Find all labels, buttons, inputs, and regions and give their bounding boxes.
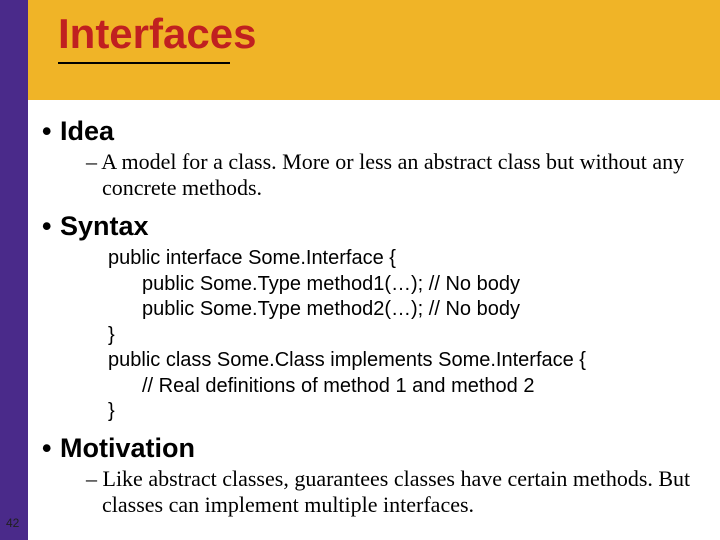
slide-number: 42 bbox=[6, 516, 19, 530]
left-accent-bar bbox=[0, 0, 28, 540]
code-line-text: public Some.Type method1(…); // No body bbox=[142, 273, 520, 295]
dash-icon: – bbox=[86, 149, 101, 174]
slide-title: Interfaces bbox=[58, 10, 256, 58]
bullet-motivation-label: Motivation bbox=[60, 433, 195, 463]
code-line: // Real definitions of method 1 and meth… bbox=[108, 374, 712, 400]
title-underline bbox=[58, 62, 230, 64]
sub-idea-text: A model for a class. More or less an abs… bbox=[101, 149, 684, 200]
code-block: public interface Some.Interface { public… bbox=[108, 246, 712, 425]
bullet-motivation: •Motivation bbox=[42, 433, 712, 464]
code-line: public class Some.Class implements Some.… bbox=[108, 348, 712, 374]
code-line: } bbox=[108, 323, 712, 349]
code-line-text: // Real definitions of method 1 and meth… bbox=[142, 375, 534, 397]
sub-idea: – A model for a class. More or less an a… bbox=[86, 149, 712, 201]
sub-motivation-text: Like abstract classes, guarantees classe… bbox=[102, 466, 690, 517]
bullet-dot-icon: • bbox=[42, 433, 60, 464]
bullet-idea-label: Idea bbox=[60, 116, 114, 146]
bullet-syntax-label: Syntax bbox=[60, 211, 149, 241]
slide-content: •Idea – A model for a class. More or les… bbox=[42, 112, 712, 518]
bullet-dot-icon: • bbox=[42, 116, 60, 147]
code-line: } bbox=[108, 399, 712, 425]
sub-motivation: – Like abstract classes, guarantees clas… bbox=[86, 466, 712, 518]
bullet-dot-icon: • bbox=[42, 211, 60, 242]
code-line: public interface Some.Interface { bbox=[108, 246, 712, 272]
code-line-text: public Some.Type method2(…); // No body bbox=[142, 298, 520, 320]
slide: Interfaces •Idea – A model for a class. … bbox=[0, 0, 720, 540]
dash-icon: – bbox=[86, 466, 103, 491]
code-line: public Some.Type method2(…); // No body bbox=[108, 297, 712, 323]
code-line: public Some.Type method1(…); // No body bbox=[108, 272, 712, 298]
bullet-idea: •Idea bbox=[42, 116, 712, 147]
bullet-syntax: •Syntax bbox=[42, 211, 712, 242]
